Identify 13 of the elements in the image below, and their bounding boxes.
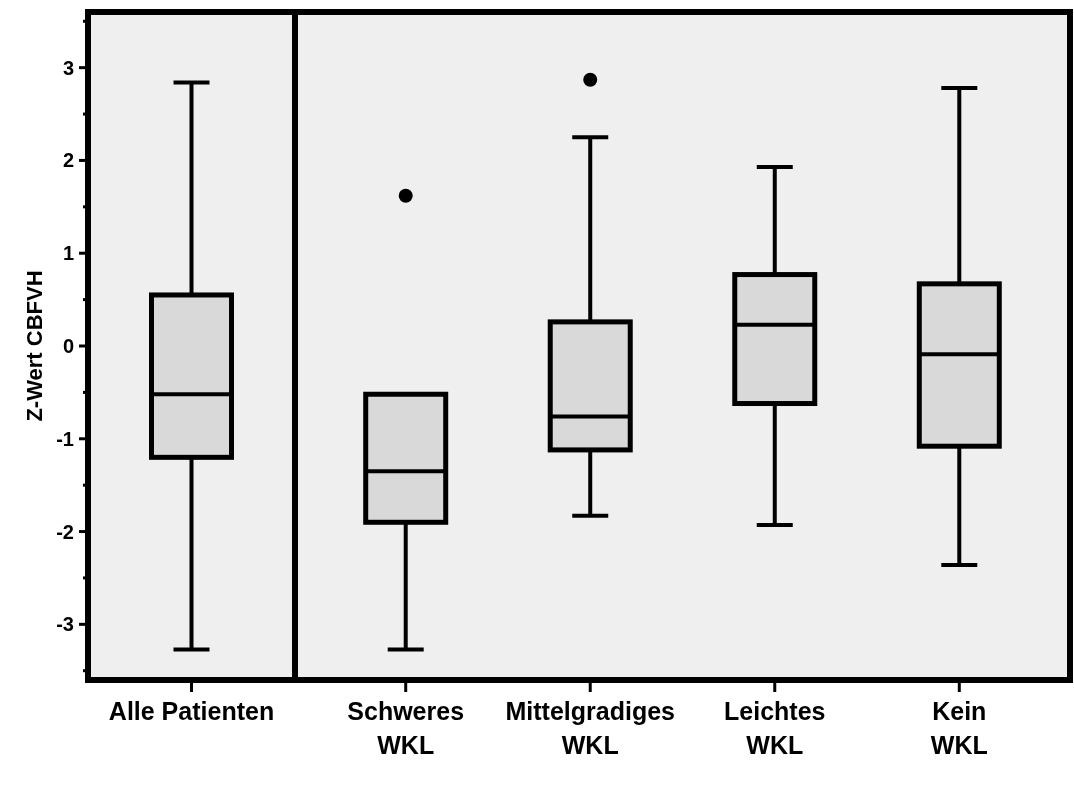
y-tick-label: 0 [62,335,74,357]
y-tick-label: 1 [62,242,74,265]
x-tick-label: Schweres WKL [347,697,465,759]
y-tick-label: -3 [56,613,74,636]
y-tick-label: 3 [62,56,74,79]
y-tick-label: 2 [62,149,74,172]
x-tick-label: Kein WKL [930,697,988,759]
x-tick-label: Alle Patienten [108,697,275,725]
y-tick-label: -2 [56,520,74,543]
y-tick-label: -1 [56,427,74,450]
x-tick-label: Leichtes WKL [724,697,826,759]
x-tick-label: Mittelgradiges WKL [505,697,675,759]
y-axis-title: Z-Wert CBFVH [22,270,47,422]
